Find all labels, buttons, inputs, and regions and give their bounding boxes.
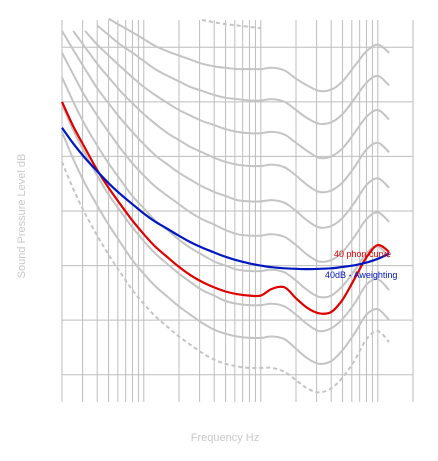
contour-line: [61, 131, 390, 365]
contour-line: [72, 30, 390, 194]
contour-line: [61, 52, 390, 263]
equal-loudness-contours: [61, 17, 390, 394]
phon40-label: 40 phon curve: [334, 249, 391, 259]
phon40-curve: [61, 101, 390, 315]
contour-line: [61, 76, 390, 299]
curve-annotations: 40 phon curve 40dB - Aweighting: [325, 249, 397, 280]
contour-line: [61, 30, 390, 229]
contour-line: [84, 30, 390, 160]
x-axis-label: Frequency Hz: [191, 432, 259, 444]
contour-line: [201, 19, 261, 30]
contour-line: [61, 161, 390, 394]
highlight-series: [61, 101, 390, 315]
aweight-label: 40dB - Aweighting: [325, 270, 397, 280]
contour-line: [61, 104, 390, 333]
aweight-curve: [61, 127, 390, 271]
contour-line: [108, 17, 390, 93]
contour-line: [96, 24, 390, 126]
y-axis-label: Sound Pressure Level dB: [16, 154, 28, 279]
